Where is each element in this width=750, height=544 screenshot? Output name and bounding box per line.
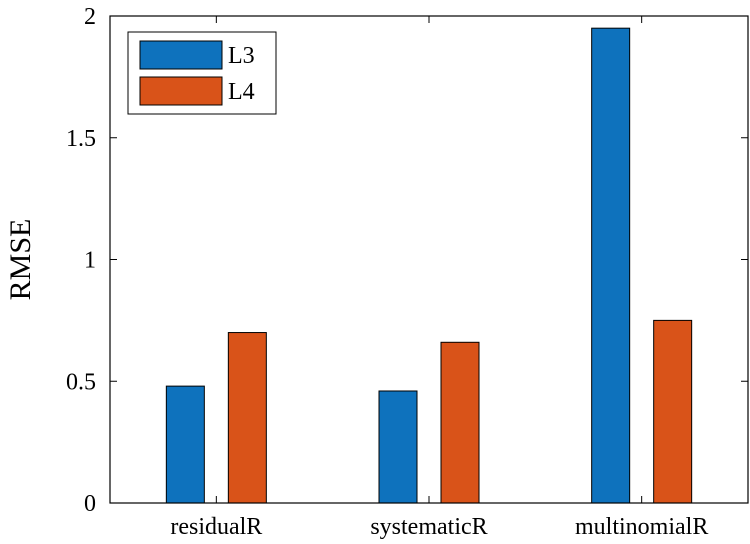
y-tick-label: 1 <box>84 248 96 274</box>
bar-l4-multinomialr <box>653 319 693 504</box>
bar-l4-residualr <box>227 332 267 504</box>
bar-l4-systematicr <box>440 341 480 504</box>
y-tick-label: 1.5 <box>66 126 96 152</box>
y-axis-title: RMSE <box>4 219 37 301</box>
x-axis: residualR systematicR multinomialR <box>170 16 708 540</box>
y-tick-label: 0 <box>84 491 96 517</box>
y-axis: 0 0.5 1 1.5 2 <box>66 4 748 517</box>
x-tick-label: residualR <box>170 514 262 540</box>
legend-swatch-l3 <box>139 40 223 70</box>
bar-l3-systematicr <box>378 390 418 504</box>
bar-l3-residualr <box>165 385 205 504</box>
x-tick-label: systematicR <box>370 514 487 540</box>
y-tick-label: 0.5 <box>66 369 96 395</box>
legend-label-l4: L4 <box>228 79 255 105</box>
legend-label-l3: L3 <box>228 43 255 69</box>
y-tick-label: 2 <box>84 4 96 30</box>
legend-swatch-l4 <box>139 76 223 106</box>
x-tick-label: multinomialR <box>575 514 708 540</box>
bars-group <box>165 27 693 504</box>
bar-l3-multinomialr <box>591 27 631 504</box>
